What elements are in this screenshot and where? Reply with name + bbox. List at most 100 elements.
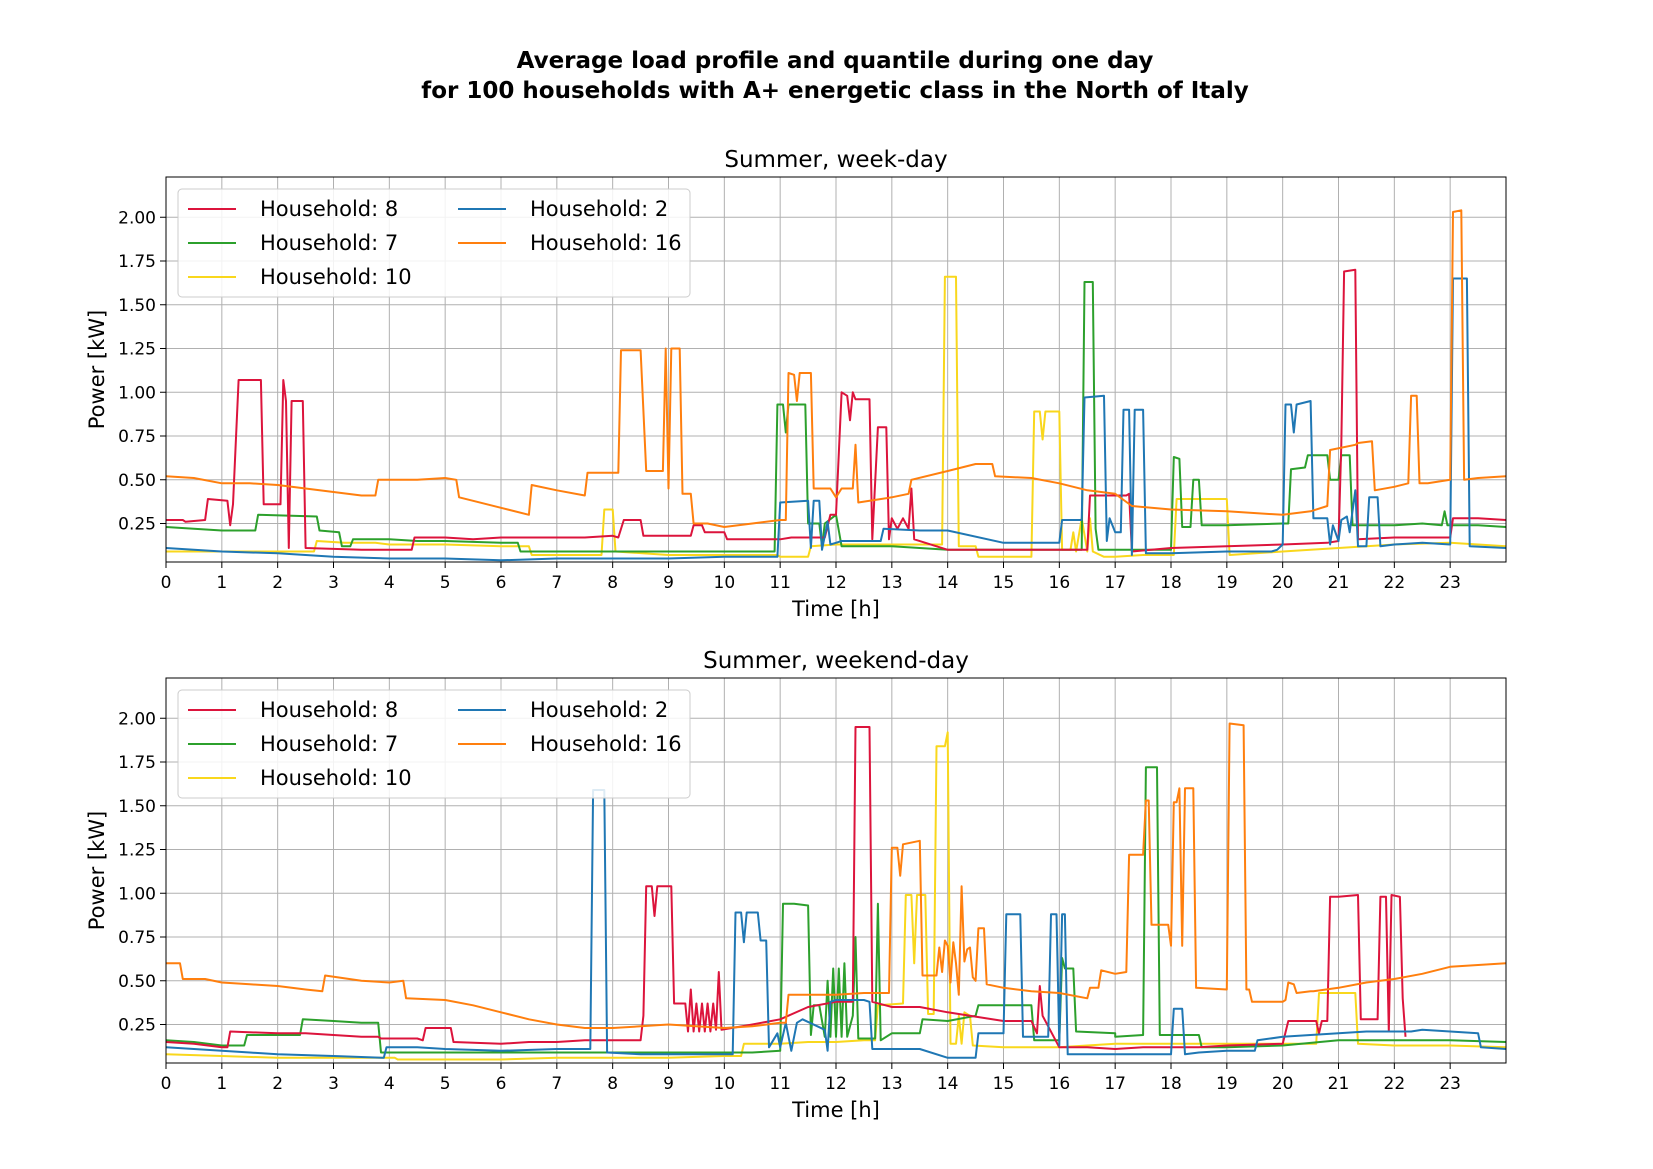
y-tick-label: 1.50 (118, 797, 156, 817)
x-tick-label: 0 (161, 1074, 172, 1094)
x-tick-label: 16 (1049, 573, 1071, 593)
series-line-household-2 (166, 789, 1506, 1059)
x-tick-label: 12 (825, 1074, 847, 1094)
legend-label: Household: 7 (260, 732, 398, 756)
plot-frame (165, 677, 1507, 1064)
x-tick-label: 13 (881, 1074, 903, 1094)
x-tick-label: 9 (663, 573, 674, 593)
legend-label: Household: 10 (260, 265, 412, 289)
x-tick-label: 3 (328, 573, 339, 593)
x-tick-label: 7 (551, 1074, 562, 1094)
x-tick-label: 12 (825, 573, 847, 593)
chart-title: Summer, week-day (724, 147, 947, 173)
x-tick-label: 22 (1384, 573, 1406, 593)
x-tick-label: 1 (216, 1074, 227, 1094)
x-tick-label: 18 (1160, 573, 1182, 593)
x-tick-label: 19 (1216, 1074, 1238, 1094)
y-tick-label: 2.00 (118, 208, 156, 228)
plot-frame (165, 176, 1507, 563)
y-tick-label: 0.50 (118, 972, 156, 992)
x-tick-label: 14 (937, 573, 959, 593)
y-tick-label: 1.00 (118, 383, 156, 403)
series-line-household-10 (166, 275, 1506, 558)
x-tick-label: 5 (440, 573, 451, 593)
x-tick-label: 21 (1328, 1074, 1350, 1094)
series-lines (166, 722, 1506, 1061)
x-tick-label: 10 (714, 1074, 736, 1094)
y-tick-label: 1.75 (118, 753, 156, 773)
x-tick-label: 4 (384, 573, 395, 593)
y-tick-label: 1.25 (118, 340, 156, 360)
x-tick-label: 6 (496, 1074, 507, 1094)
figure-title-line-2: for 100 households with A+ energetic cla… (421, 78, 1249, 104)
x-tick-label: 15 (993, 1074, 1015, 1094)
x-tick-label: 14 (937, 1074, 959, 1094)
x-tick-label: 18 (1160, 1074, 1182, 1094)
x-tick-label: 7 (551, 573, 562, 593)
series-line-household-16 (166, 209, 1506, 528)
x-tick-label: 13 (881, 573, 903, 593)
x-tick-label: 6 (496, 573, 507, 593)
x-tick-label: 22 (1384, 1074, 1406, 1094)
y-tick-label: 0.25 (118, 515, 156, 535)
y-axis-label: Power [kW] (85, 811, 109, 930)
y-tick-label: 2.00 (118, 709, 156, 729)
x-tick-label: 19 (1216, 573, 1238, 593)
x-tick-label: 4 (384, 1074, 395, 1094)
y-tick-label: 0.50 (118, 471, 156, 491)
y-tick-label: 1.00 (118, 884, 156, 904)
legend: Household: 8 Household: 7 Household: 10 Hou… (177, 689, 691, 799)
series-line-household-2 (166, 277, 1506, 562)
y-axis-label: Power [kW] (85, 310, 109, 429)
legend-label: Household: 2 (530, 197, 668, 221)
x-tick-label: 0 (161, 573, 172, 593)
legend-box (177, 188, 691, 298)
legend-label: Household: 8 (260, 698, 398, 722)
legend-box (177, 689, 691, 799)
legend-label: Household: 16 (530, 732, 682, 756)
x-axis-label: Time [h] (791, 1098, 880, 1122)
x-tick-label: 3 (328, 1074, 339, 1094)
series-lines (166, 209, 1506, 562)
x-tick-label: 9 (663, 1074, 674, 1094)
x-tick-label: 21 (1328, 573, 1350, 593)
y-tick-label: 1.25 (118, 841, 156, 861)
x-tick-label: 20 (1272, 1074, 1294, 1094)
x-tick-label: 2 (272, 1074, 283, 1094)
legend-label: Household: 2 (530, 698, 668, 722)
x-tick-label: 23 (1439, 573, 1461, 593)
y-tick-label: 0.25 (118, 1016, 156, 1036)
x-tick-label: 8 (607, 1074, 618, 1094)
x-tick-label: 17 (1104, 1074, 1126, 1094)
figure-title-line-1: Average load profile and quantile during… (517, 48, 1154, 74)
chart-panel-weekday: 0 1 2 3 4 5 6 7 8 9 10 11 12 13 14 15 16 17 18 19 20 21 22 230.… (85, 147, 1507, 621)
series-line-household-8 (166, 726, 1407, 1050)
legend-label: Household: 7 (260, 231, 398, 255)
legend: Household: 8 Household: 7 Household: 10 Hou… (177, 188, 691, 298)
x-tick-label: 1 (216, 573, 227, 593)
y-tick-label: 1.50 (118, 296, 156, 316)
x-tick-label: 23 (1439, 1074, 1461, 1094)
chart-title: Summer, weekend-day (703, 648, 969, 674)
x-tick-label: 11 (769, 573, 791, 593)
x-tick-label: 10 (714, 573, 736, 593)
series-line-household-16 (166, 722, 1506, 1029)
legend-label: Household: 8 (260, 197, 398, 221)
x-tick-label: 8 (607, 573, 618, 593)
y-tick-label: 1.75 (118, 252, 156, 272)
legend-label: Household: 10 (260, 766, 412, 790)
x-tick-label: 2 (272, 573, 283, 593)
x-tick-label: 20 (1272, 573, 1294, 593)
chart-panel-weekend: 0 1 2 3 4 5 6 7 8 9 10 11 12 13 14 15 16 17 18 19 20 21 22 230.… (85, 648, 1507, 1122)
x-tick-label: 17 (1104, 573, 1126, 593)
y-tick-label: 0.75 (118, 427, 156, 447)
y-tick-label: 0.75 (118, 928, 156, 948)
x-tick-label: 5 (440, 1074, 451, 1094)
series-line-household-7 (166, 766, 1506, 1054)
legend-label: Household: 16 (530, 231, 682, 255)
x-tick-label: 15 (993, 573, 1015, 593)
x-tick-label: 11 (769, 1074, 791, 1094)
x-axis-label: Time [h] (791, 597, 880, 621)
